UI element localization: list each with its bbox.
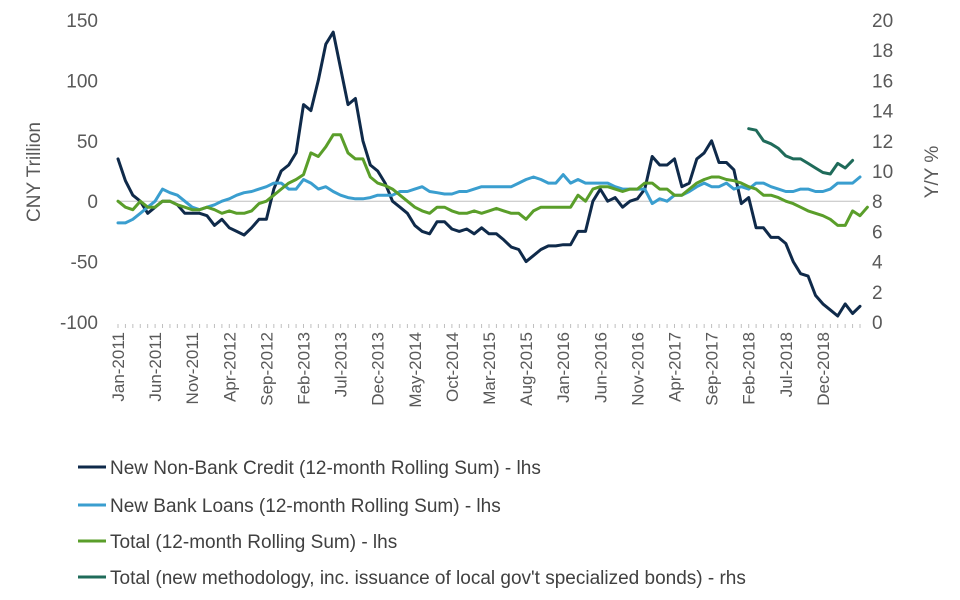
y-right-tick-label: 12 — [872, 132, 893, 153]
x-tick-label: Jul-2018 — [777, 332, 796, 397]
x-tick-label: May-2014 — [406, 332, 425, 408]
y-right-tick-label: 8 — [872, 192, 883, 213]
series-line-1 — [116, 30, 862, 318]
y-left-tick-label: -50 — [71, 253, 98, 274]
legend-label-3: Total (12-month Rolling Sum) - lhs — [110, 532, 397, 553]
x-tick-label: Feb-2013 — [295, 332, 314, 405]
x-tick-label: Jan-2011 — [109, 332, 128, 402]
legend-label-4: Total (new methodology, inc. issuance of… — [110, 568, 746, 589]
x-tick-label: Sep-2017 — [703, 332, 722, 406]
y-right-tick-label: 4 — [872, 253, 883, 274]
series-layer — [116, 30, 869, 318]
y-right-tick-label: 2 — [872, 283, 883, 304]
series-line-2 — [116, 173, 862, 225]
y-right-tick-label: 10 — [872, 162, 893, 183]
y-left-tick-label: -100 — [60, 313, 98, 334]
y-left-tick-label: 150 — [66, 11, 98, 32]
y-right-tick-label: 0 — [872, 313, 883, 334]
legend: New Non-Bank Credit (12-month Rolling Su… — [78, 458, 746, 589]
y-right-axis-title: Y/Y % — [922, 146, 943, 199]
x-tick-label: Apr-2012 — [220, 332, 239, 402]
y-right-tick-label: 18 — [872, 41, 893, 62]
x-tick-label: Dec-2018 — [814, 332, 833, 406]
y-right-tick-label: 14 — [872, 102, 894, 123]
x-tick-label: Aug-2015 — [517, 332, 536, 406]
x-tick-label: Nov-2016 — [628, 332, 647, 406]
series-line-4 — [747, 127, 855, 176]
y-right-tick-label: 16 — [872, 71, 893, 92]
y-right-tick-label: 20 — [872, 11, 893, 32]
legend-label-2: New Bank Loans (12-month Rolling Sum) - … — [110, 496, 501, 517]
legend-label-1: New Non-Bank Credit (12-month Rolling Su… — [110, 458, 541, 479]
x-tick-label: Mar-2015 — [480, 332, 499, 405]
y-right-tick-label: 6 — [872, 222, 883, 243]
x-tick-label: Sep-2012 — [257, 332, 276, 406]
x-tick-label: Jun-2011 — [146, 332, 165, 402]
x-tick-label: Jan-2016 — [554, 332, 573, 403]
y-left-tick-label: 100 — [66, 71, 98, 92]
x-tick-label: Jul-2013 — [332, 332, 351, 397]
x-tick-label: Jun-2016 — [591, 332, 610, 403]
y-left-tick-label: 50 — [77, 132, 98, 153]
series-line-3 — [116, 133, 869, 227]
x-tick-label: Dec-2013 — [369, 332, 388, 406]
x-tick-label: Nov-2011 — [183, 332, 202, 404]
x-tick-label: Feb-2018 — [740, 332, 759, 405]
x-tick-label: Apr-2017 — [666, 332, 685, 402]
y-left-axis-title: CNY Trillion — [24, 122, 45, 222]
x-tick-label: Oct-2014 — [443, 332, 462, 402]
y-left-tick-label: 0 — [87, 192, 98, 213]
